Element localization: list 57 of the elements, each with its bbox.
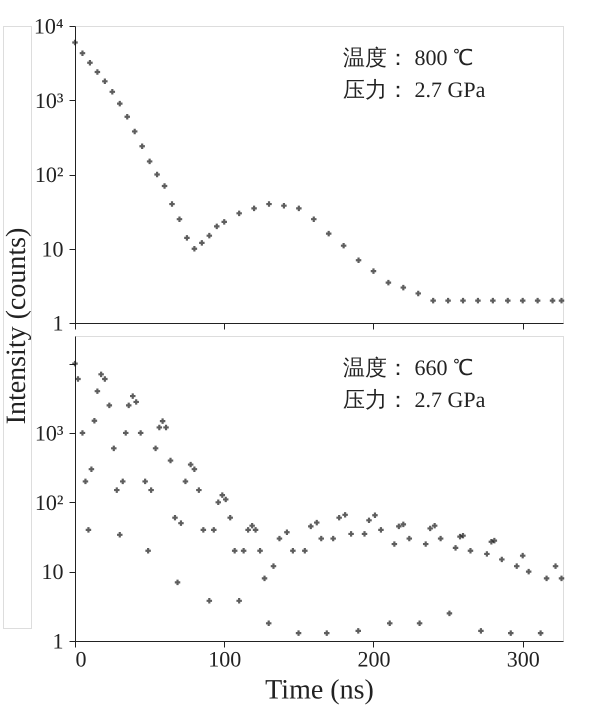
point [534,298,540,304]
y-tick-label: 1 [52,310,64,336]
point [416,290,421,296]
point [311,216,317,222]
y-tick-label: 1 [52,628,64,654]
point [139,144,145,150]
point [146,158,152,164]
point [356,258,362,263]
point [475,298,481,304]
point [206,232,212,238]
point [460,298,466,304]
point [176,216,182,222]
point [221,219,227,225]
point [199,240,205,246]
x-tick-label: 100 [208,646,242,672]
point [281,202,287,208]
y-tick-label: 10³ [34,420,64,446]
point [296,206,302,212]
x-tick-label: 0 [76,646,86,672]
x-tick-label: 200 [357,646,390,672]
y-tick-label: 10 [42,559,64,584]
point [490,298,496,304]
point [386,280,392,286]
y-tick-label: 10² [34,162,64,187]
point [124,114,130,120]
annotation: 压力： 2.7 GPa [343,77,486,102]
point [87,60,93,66]
point [214,224,220,230]
x-tick-label: 300 [506,646,540,672]
point [340,242,346,248]
annotation: 压力： 2.7 GPa [343,387,486,412]
point [132,128,138,134]
annotation: 温度： 800 ℃ [343,45,473,70]
point [550,298,556,304]
point [184,235,190,241]
point [445,298,451,304]
point [236,210,242,216]
y-tick-label: 10 [42,236,64,262]
annotation: 温度： 660 ℃ [343,355,473,380]
point [192,246,198,252]
point [80,50,86,56]
point [326,230,332,236]
point [430,298,436,304]
point [94,69,100,75]
point [110,89,116,95]
y-tick-label: 10² [34,490,64,515]
x-axis-title: Time (ns) [265,674,374,706]
point [102,78,108,84]
y-axis-title: Intensity (counts) [1,228,32,424]
point [370,268,376,274]
point [505,298,511,304]
point [400,284,406,290]
point [117,100,123,106]
point [251,206,257,212]
y-tick-label: 10⁴ [34,14,64,38]
y-tick-label: 10³ [34,88,64,113]
point [520,298,526,304]
